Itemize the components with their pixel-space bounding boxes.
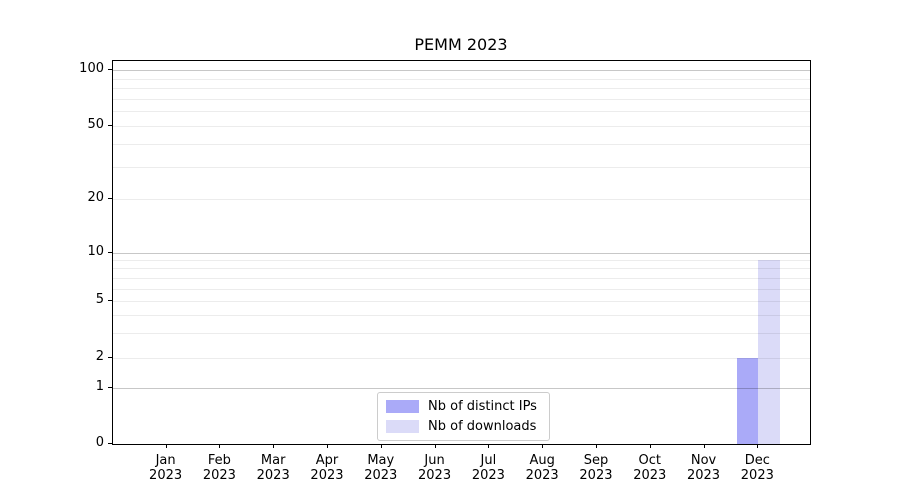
x-tick-month: Apr (315, 453, 339, 468)
x-tick-label: Feb 2023 (191, 453, 247, 483)
gridline (113, 332, 810, 334)
x-tick-year: 2023 (579, 468, 613, 483)
gridline (113, 268, 810, 270)
gridline (113, 198, 810, 200)
legend-item: Nb of downloads (386, 419, 537, 434)
x-tick-label: Sep 2023 (568, 453, 624, 483)
legend-label: Nb of downloads (428, 419, 537, 434)
x-tick-month: Oct (638, 453, 661, 468)
gridline (113, 277, 810, 279)
legend-label: Nb of distinct IPs (428, 399, 537, 414)
x-tick (542, 444, 544, 448)
x-tick (273, 444, 275, 448)
gridline (113, 125, 810, 127)
x-tick-label: May 2023 (353, 453, 409, 483)
y-tick-label: 20 (87, 189, 104, 205)
x-tick (434, 444, 436, 448)
x-tick-label: Apr 2023 (299, 453, 355, 483)
y-tick (108, 387, 112, 388)
x-tick (219, 444, 221, 448)
x-tick-label: Dec 2023 (729, 453, 785, 483)
x-tick-label: Aug 2023 (514, 453, 570, 483)
x-tick-year: 2023 (202, 468, 236, 483)
x-tick-month: Dec (744, 453, 770, 468)
y-tick (108, 356, 112, 358)
y-tick (108, 300, 112, 302)
y-tick-label: 100 (79, 61, 104, 77)
gridline (113, 315, 810, 317)
gridline (113, 301, 810, 303)
x-tick (488, 444, 490, 448)
x-tick-year: 2023 (471, 468, 505, 483)
x-tick-month: Feb (207, 453, 231, 468)
x-tick (165, 444, 167, 448)
x-tick-year: 2023 (256, 468, 290, 483)
x-tick-label: Nov 2023 (676, 453, 732, 483)
gridline (113, 259, 810, 261)
plot-area (112, 60, 811, 445)
x-tick-label: Oct 2023 (622, 453, 678, 483)
gridline (113, 357, 810, 359)
x-tick-month: May (367, 453, 395, 468)
x-tick (757, 444, 759, 448)
legend-swatch-nb-of-distinct-ips (386, 400, 419, 413)
x-tick (326, 444, 328, 448)
x-tick-year: 2023 (525, 468, 559, 483)
x-tick-label: Mar 2023 (245, 453, 301, 483)
x-tick-year: 2023 (310, 468, 344, 483)
x-tick-year: 2023 (686, 468, 721, 483)
x-tick-month: Jul (480, 453, 497, 468)
x-tick-label: Jan 2023 (138, 453, 194, 483)
y-tick-label: 10 (87, 243, 104, 259)
gridline (113, 88, 810, 90)
y-tick-label: 1 (95, 379, 104, 394)
x-tick-year: 2023 (740, 468, 774, 483)
y-tick-label: 50 (87, 116, 104, 132)
x-tick (595, 444, 597, 448)
x-tick-month: Sep (583, 453, 609, 468)
x-tick-year: 2023 (149, 468, 183, 483)
y-tick (108, 69, 112, 71)
x-tick-month: Nov (690, 453, 717, 468)
y-tick (108, 443, 112, 444)
y-tick-label: 5 (95, 292, 104, 308)
legend-swatch-nb-of-downloads (386, 420, 419, 433)
x-tick-month: Jun (424, 453, 445, 468)
gridline (113, 78, 810, 80)
y-tick (108, 124, 112, 126)
x-tick-year: 2023 (418, 468, 452, 483)
legend-item: Nb of distinct IPs (386, 399, 537, 414)
x-tick (649, 444, 651, 448)
x-tick-month: Mar (260, 453, 286, 468)
x-tick (703, 444, 705, 448)
gridline (113, 143, 810, 145)
gridline (113, 111, 810, 113)
chart-title: PEMM 2023 (414, 35, 508, 54)
legend: Nb of distinct IPs Nb of downloads (377, 392, 550, 441)
x-tick-year: 2023 (364, 468, 398, 483)
y-tick (108, 251, 112, 253)
y-tick-label: 0 (95, 435, 104, 450)
x-tick-month: Jan (155, 453, 176, 468)
gridline (113, 70, 810, 72)
x-tick-label: Jun 2023 (407, 453, 463, 483)
y-tick-label: 2 (95, 348, 104, 364)
gridline (113, 99, 810, 101)
x-tick-year: 2023 (633, 468, 667, 483)
gridline (113, 252, 810, 254)
x-tick-month: Aug (529, 453, 555, 468)
bar-nb-of-distinct-ips (736, 357, 759, 444)
x-tick-label: Jul 2023 (460, 453, 516, 483)
gridline (113, 166, 810, 168)
x-tick (380, 444, 382, 448)
gridline (113, 288, 810, 290)
bar-nb-of-downloads (758, 259, 780, 444)
y-tick (108, 197, 112, 199)
gridline (113, 388, 810, 389)
